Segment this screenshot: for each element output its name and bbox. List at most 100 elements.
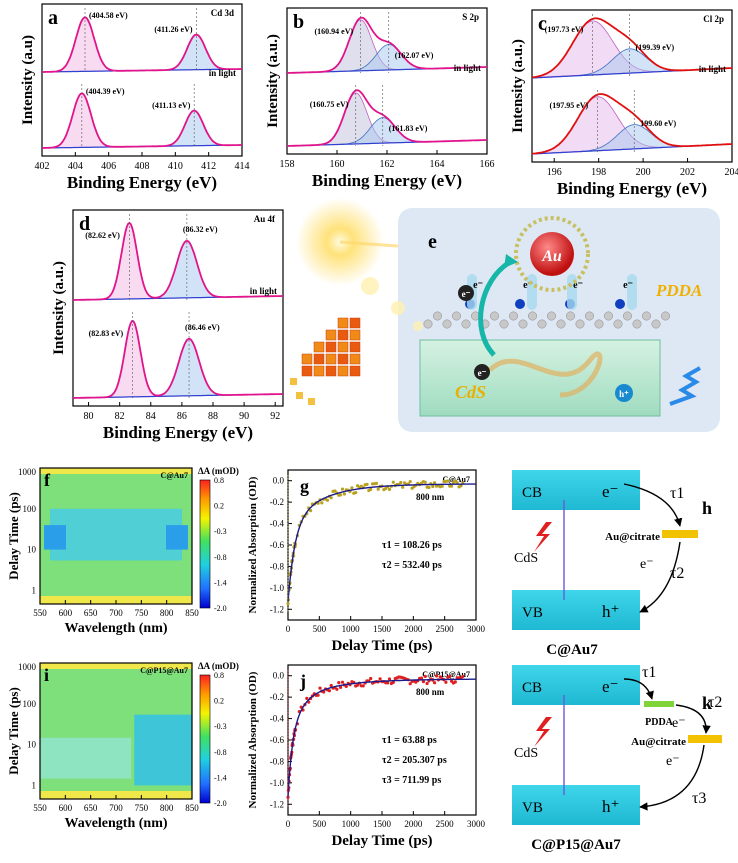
colorbar-tick-label: -0.8: [214, 553, 227, 562]
y-tick-label: 0.0: [273, 476, 285, 486]
light-bolt-icon: [534, 717, 552, 747]
x-tick-label: 2000: [404, 624, 423, 634]
y-tick-label: -1.0: [270, 583, 285, 593]
cds-cube: [350, 342, 360, 352]
tau3-label: τ3: [692, 790, 706, 807]
y-axis-label: Normalized Absorption (OD): [247, 671, 259, 808]
peak-label: (162.07 eV): [395, 51, 434, 60]
x-tick-label: 158: [280, 159, 295, 170]
y-tick-label: -1.2: [270, 604, 284, 614]
fit-label: τ2 = 205.307 ps: [382, 755, 447, 766]
y-tick-label: -0.2: [270, 692, 284, 702]
data-point: [448, 675, 451, 678]
x-tick-label: 1000: [342, 819, 361, 829]
acceptor-label: Au@citrate: [631, 736, 686, 748]
x-tick-label: 200: [636, 167, 651, 178]
fit-label: τ1 = 63.88 ps: [382, 735, 437, 746]
electron-ball-label: e⁻: [478, 368, 487, 378]
pdda-atom: [604, 312, 612, 320]
data-point: [369, 488, 372, 491]
y-tick-label: -0.8: [270, 561, 285, 571]
cb-label: CB: [522, 680, 542, 696]
diagram-caption: C@P15@Au7: [531, 837, 621, 853]
acceptor-level: [662, 530, 698, 538]
data-point: [377, 488, 380, 491]
panel-letter: g: [300, 476, 309, 496]
x-axis-label: Binding Energy (eV): [557, 179, 707, 198]
pdda-nitrogen: [615, 299, 625, 309]
hole-label: h⁺: [602, 602, 619, 621]
y-tick-label: -0.6: [270, 540, 285, 550]
pdda-label: PDDA: [645, 717, 674, 728]
y-tick-label: 10: [27, 545, 37, 555]
pdda-atom: [595, 320, 603, 328]
x-axis-label: Binding Energy (eV): [67, 173, 217, 192]
pdda-level: [644, 701, 674, 707]
cds-cube: [338, 330, 348, 340]
pdda-atom: [652, 320, 660, 328]
x-tick-label: 2500: [436, 624, 455, 634]
cds-cube: [338, 354, 348, 364]
panel-letter: f: [44, 470, 51, 490]
x-axis-label: Delay Time (ps): [331, 638, 432, 654]
electron-label: e⁻: [640, 557, 654, 572]
colorbar-tick-label: -1.4: [214, 578, 227, 587]
x-tick-label: 410: [168, 161, 183, 172]
x-tick-label: 750: [135, 608, 149, 618]
pdda-atom: [462, 320, 470, 328]
panel-title: Au 4f: [254, 214, 276, 224]
x-axis-label: Wavelength (nm): [64, 621, 167, 636]
panel-letter: j: [299, 671, 306, 691]
peak-label: (197.73 eV): [545, 25, 584, 34]
data-point: [388, 488, 391, 491]
x-tick-label: 500: [313, 624, 327, 634]
x-axis-label: Delay Time (ps): [331, 833, 432, 849]
fit-label: τ3 = 711.99 ps: [382, 775, 441, 786]
y-tick-label: 100: [23, 699, 37, 709]
in-light-label: in light: [699, 64, 726, 74]
electron-label: e⁻: [672, 716, 686, 731]
data-point: [330, 496, 333, 499]
data-point: [339, 493, 342, 496]
pdda-atom: [547, 312, 555, 320]
data-point: [335, 688, 338, 691]
data-point: [369, 677, 372, 680]
panel-title: C@P15@Au7: [140, 666, 188, 675]
data-point: [341, 681, 344, 684]
data-point: [424, 481, 427, 484]
data-point: [441, 485, 444, 488]
tau2-label: τ2: [708, 694, 722, 711]
au-label: Au: [541, 248, 562, 265]
x-tick-label: 196: [547, 167, 562, 178]
light-sparkle: [413, 321, 423, 331]
x-tick-label: 404: [68, 161, 83, 172]
x-tick-label: 800: [160, 608, 174, 618]
data-point: [326, 499, 329, 502]
acceptor-level: [688, 735, 722, 743]
tau1-label: τ1: [642, 664, 656, 681]
data-point: [375, 482, 378, 485]
x-tick-label: 92: [270, 411, 280, 422]
pdda-atom: [585, 312, 593, 320]
cds-cube: [338, 342, 348, 352]
light-sparkle: [361, 277, 379, 295]
pdda-atom: [528, 312, 536, 320]
x-tick-label: 700: [109, 803, 123, 813]
peak-label: (82.83 eV): [89, 329, 124, 338]
cds-cube: [350, 354, 360, 364]
pdda-atom: [519, 320, 527, 328]
hole-label: h⁺: [602, 797, 619, 816]
y-tick-label: -0.8: [270, 756, 285, 766]
data-point: [461, 675, 464, 678]
pdda-atom: [623, 312, 631, 320]
pdda-atom: [490, 312, 498, 320]
panel-letter: i: [44, 665, 49, 685]
cds-cube: [314, 354, 324, 364]
pdda-atom: [509, 312, 517, 320]
cds-cube: [350, 366, 360, 376]
